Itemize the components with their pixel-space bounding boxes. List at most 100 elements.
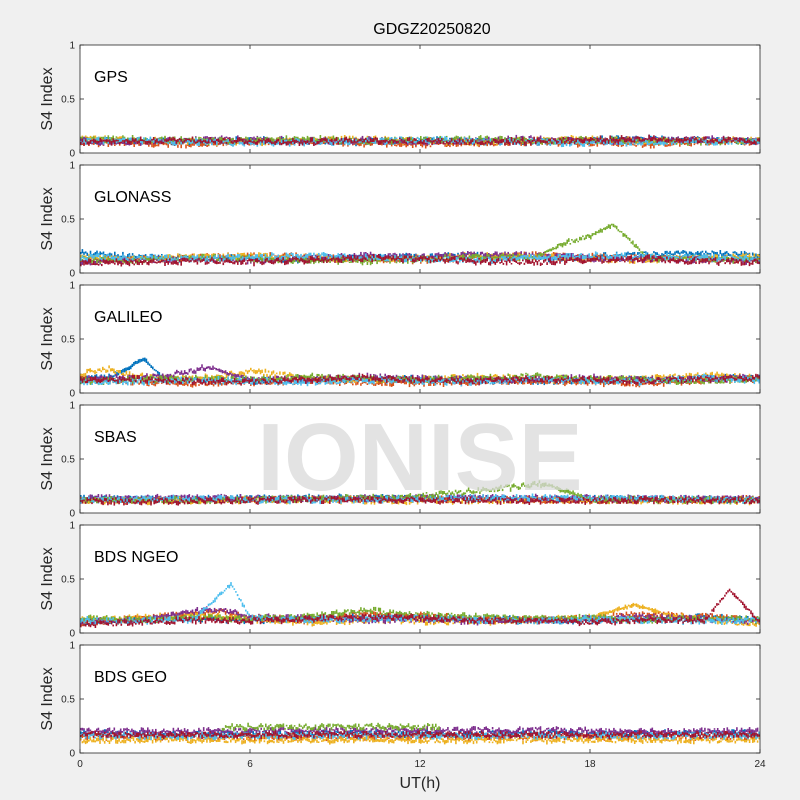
data-point — [584, 238, 586, 241]
data-point — [537, 253, 539, 255]
data-point — [223, 256, 225, 258]
data-point — [213, 141, 215, 144]
data-point — [91, 137, 93, 139]
data-point — [734, 251, 736, 253]
data-point — [172, 256, 174, 258]
data-point — [629, 260, 631, 264]
data-point — [750, 137, 752, 139]
data-point — [391, 139, 393, 141]
data-point — [671, 254, 673, 256]
data-point — [363, 252, 365, 256]
data-point — [757, 142, 759, 144]
data-point — [87, 253, 89, 256]
data-point — [216, 139, 218, 141]
data-point — [694, 143, 696, 145]
data-point — [669, 139, 671, 141]
data-point — [695, 252, 697, 255]
data-point — [582, 140, 584, 144]
data-point — [640, 140, 642, 142]
data-point — [606, 138, 608, 140]
data-point — [273, 258, 275, 260]
data-point — [323, 141, 325, 143]
data-point — [548, 138, 550, 140]
data-point — [554, 141, 556, 145]
data-point — [93, 259, 95, 261]
data-point — [577, 241, 579, 243]
data-point — [527, 140, 529, 142]
data-point — [430, 145, 432, 147]
data-point — [218, 139, 220, 142]
data-point — [240, 256, 242, 258]
data-point — [550, 143, 552, 146]
data-point — [418, 141, 420, 144]
data-point — [192, 141, 194, 144]
data-point — [412, 141, 414, 144]
data-point — [519, 137, 521, 141]
data-point — [616, 143, 618, 145]
data-point — [461, 143, 463, 145]
data-point — [203, 143, 205, 145]
data-point — [195, 138, 197, 142]
data-point — [559, 140, 561, 144]
data-point — [587, 139, 589, 141]
data-point — [718, 139, 720, 141]
data-point — [172, 142, 174, 145]
data-point — [512, 139, 514, 141]
data-point — [431, 141, 433, 146]
data-point — [334, 142, 336, 144]
data-point — [93, 139, 95, 143]
data-point — [279, 142, 281, 145]
data-point — [650, 144, 652, 149]
data-point — [713, 137, 715, 139]
data-point — [253, 141, 255, 144]
data-point — [205, 140, 207, 143]
data-point — [524, 141, 526, 144]
data-point — [294, 140, 296, 144]
data-point — [621, 231, 623, 233]
data-point — [121, 261, 123, 263]
data-point — [538, 142, 540, 145]
data-point — [632, 144, 634, 146]
data-point — [592, 141, 594, 144]
data-point — [472, 142, 474, 145]
data-point — [643, 139, 645, 141]
data-point — [420, 140, 422, 144]
data-point — [603, 142, 605, 144]
data-point — [349, 138, 351, 140]
data-point — [590, 235, 592, 239]
data-point — [593, 139, 595, 141]
data-point — [190, 256, 192, 258]
data-point — [117, 140, 119, 142]
data-point — [736, 141, 738, 143]
data-point — [486, 136, 488, 139]
data-point — [597, 232, 599, 234]
data-point — [585, 137, 587, 139]
data-point — [384, 140, 386, 143]
data-point — [127, 254, 129, 257]
data-point — [560, 243, 562, 246]
data-point — [470, 139, 472, 143]
data-point — [278, 139, 280, 142]
data-point — [203, 137, 205, 139]
data-point — [485, 142, 487, 145]
data-point — [229, 138, 231, 141]
data-point — [624, 234, 626, 237]
data-point — [736, 137, 738, 140]
data-point — [708, 136, 710, 139]
data-point — [504, 252, 506, 256]
data-point — [145, 141, 147, 145]
data-point — [375, 137, 377, 140]
data-point — [242, 139, 244, 142]
data-point — [266, 137, 268, 139]
data-point — [721, 253, 723, 256]
data-point — [417, 256, 419, 258]
data-point — [415, 139, 417, 142]
data-point — [342, 261, 344, 263]
data-point — [713, 140, 715, 143]
data-point — [464, 137, 466, 140]
data-point — [263, 139, 265, 141]
data-point — [660, 141, 662, 145]
data-point — [668, 253, 670, 255]
data-point — [96, 141, 98, 145]
data-point — [710, 139, 712, 141]
